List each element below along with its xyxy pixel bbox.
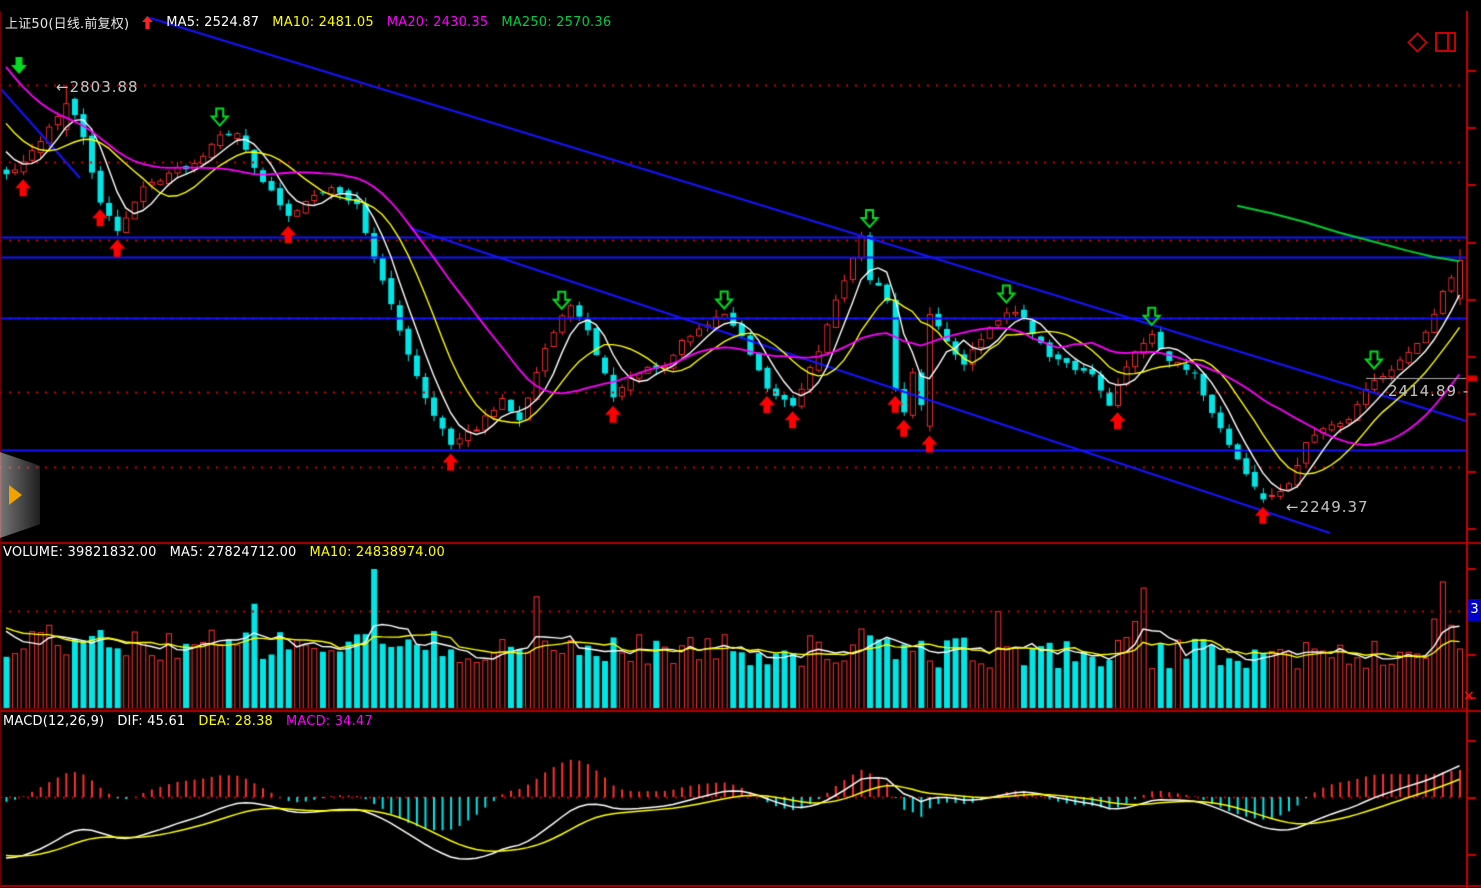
expand-arrow-icon bbox=[9, 485, 22, 505]
macd-value-label: MACD: 34.47 bbox=[286, 714, 373, 729]
split-window-icon[interactable] bbox=[1434, 31, 1457, 53]
macd-indicator-header: MACD(12,26,9) DIF: 45.61 DEA: 28.38 MACD… bbox=[3, 714, 386, 729]
symbol-title: 上证50(日线.前复权) bbox=[5, 17, 130, 32]
expander-handle[interactable] bbox=[0, 452, 40, 538]
macd-name-label: MACD(12,26,9) bbox=[3, 714, 105, 729]
high-price-label: ←2803.88 bbox=[56, 78, 139, 96]
main-indicator-header: 上证50(日线.前复权) MA5: 2524.87 MA10: 2481.05 … bbox=[5, 13, 624, 32]
up-arrow-icon bbox=[142, 16, 154, 29]
ma20-label: MA20: 2430.35 bbox=[386, 15, 489, 30]
volume-ma10-label: MA10: 24838974.00 bbox=[309, 545, 445, 560]
axis-x-marker: × bbox=[1463, 688, 1475, 704]
volume-ma5-label: MA5: 27824712.00 bbox=[169, 545, 297, 560]
volume-label: VOLUME: 39821832.00 bbox=[3, 545, 157, 560]
volume-axis-badge: 3 bbox=[1468, 599, 1481, 621]
ma250-label: MA250: 2570.36 bbox=[501, 15, 612, 30]
last-price-label: 2414.89 - bbox=[1388, 382, 1470, 400]
diamond-icon[interactable] bbox=[1406, 31, 1429, 54]
dea-label: DEA: 28.38 bbox=[198, 714, 274, 729]
low-price-label: ←2249.37 bbox=[1286, 498, 1369, 516]
volume-indicator-header: VOLUME: 39821832.00 MA5: 27824712.00 MA1… bbox=[3, 545, 458, 560]
ma5-label: MA5: 2524.87 bbox=[166, 15, 260, 30]
ma10-label: MA10: 2481.05 bbox=[272, 15, 374, 30]
dif-label: DIF: 45.61 bbox=[117, 714, 186, 729]
